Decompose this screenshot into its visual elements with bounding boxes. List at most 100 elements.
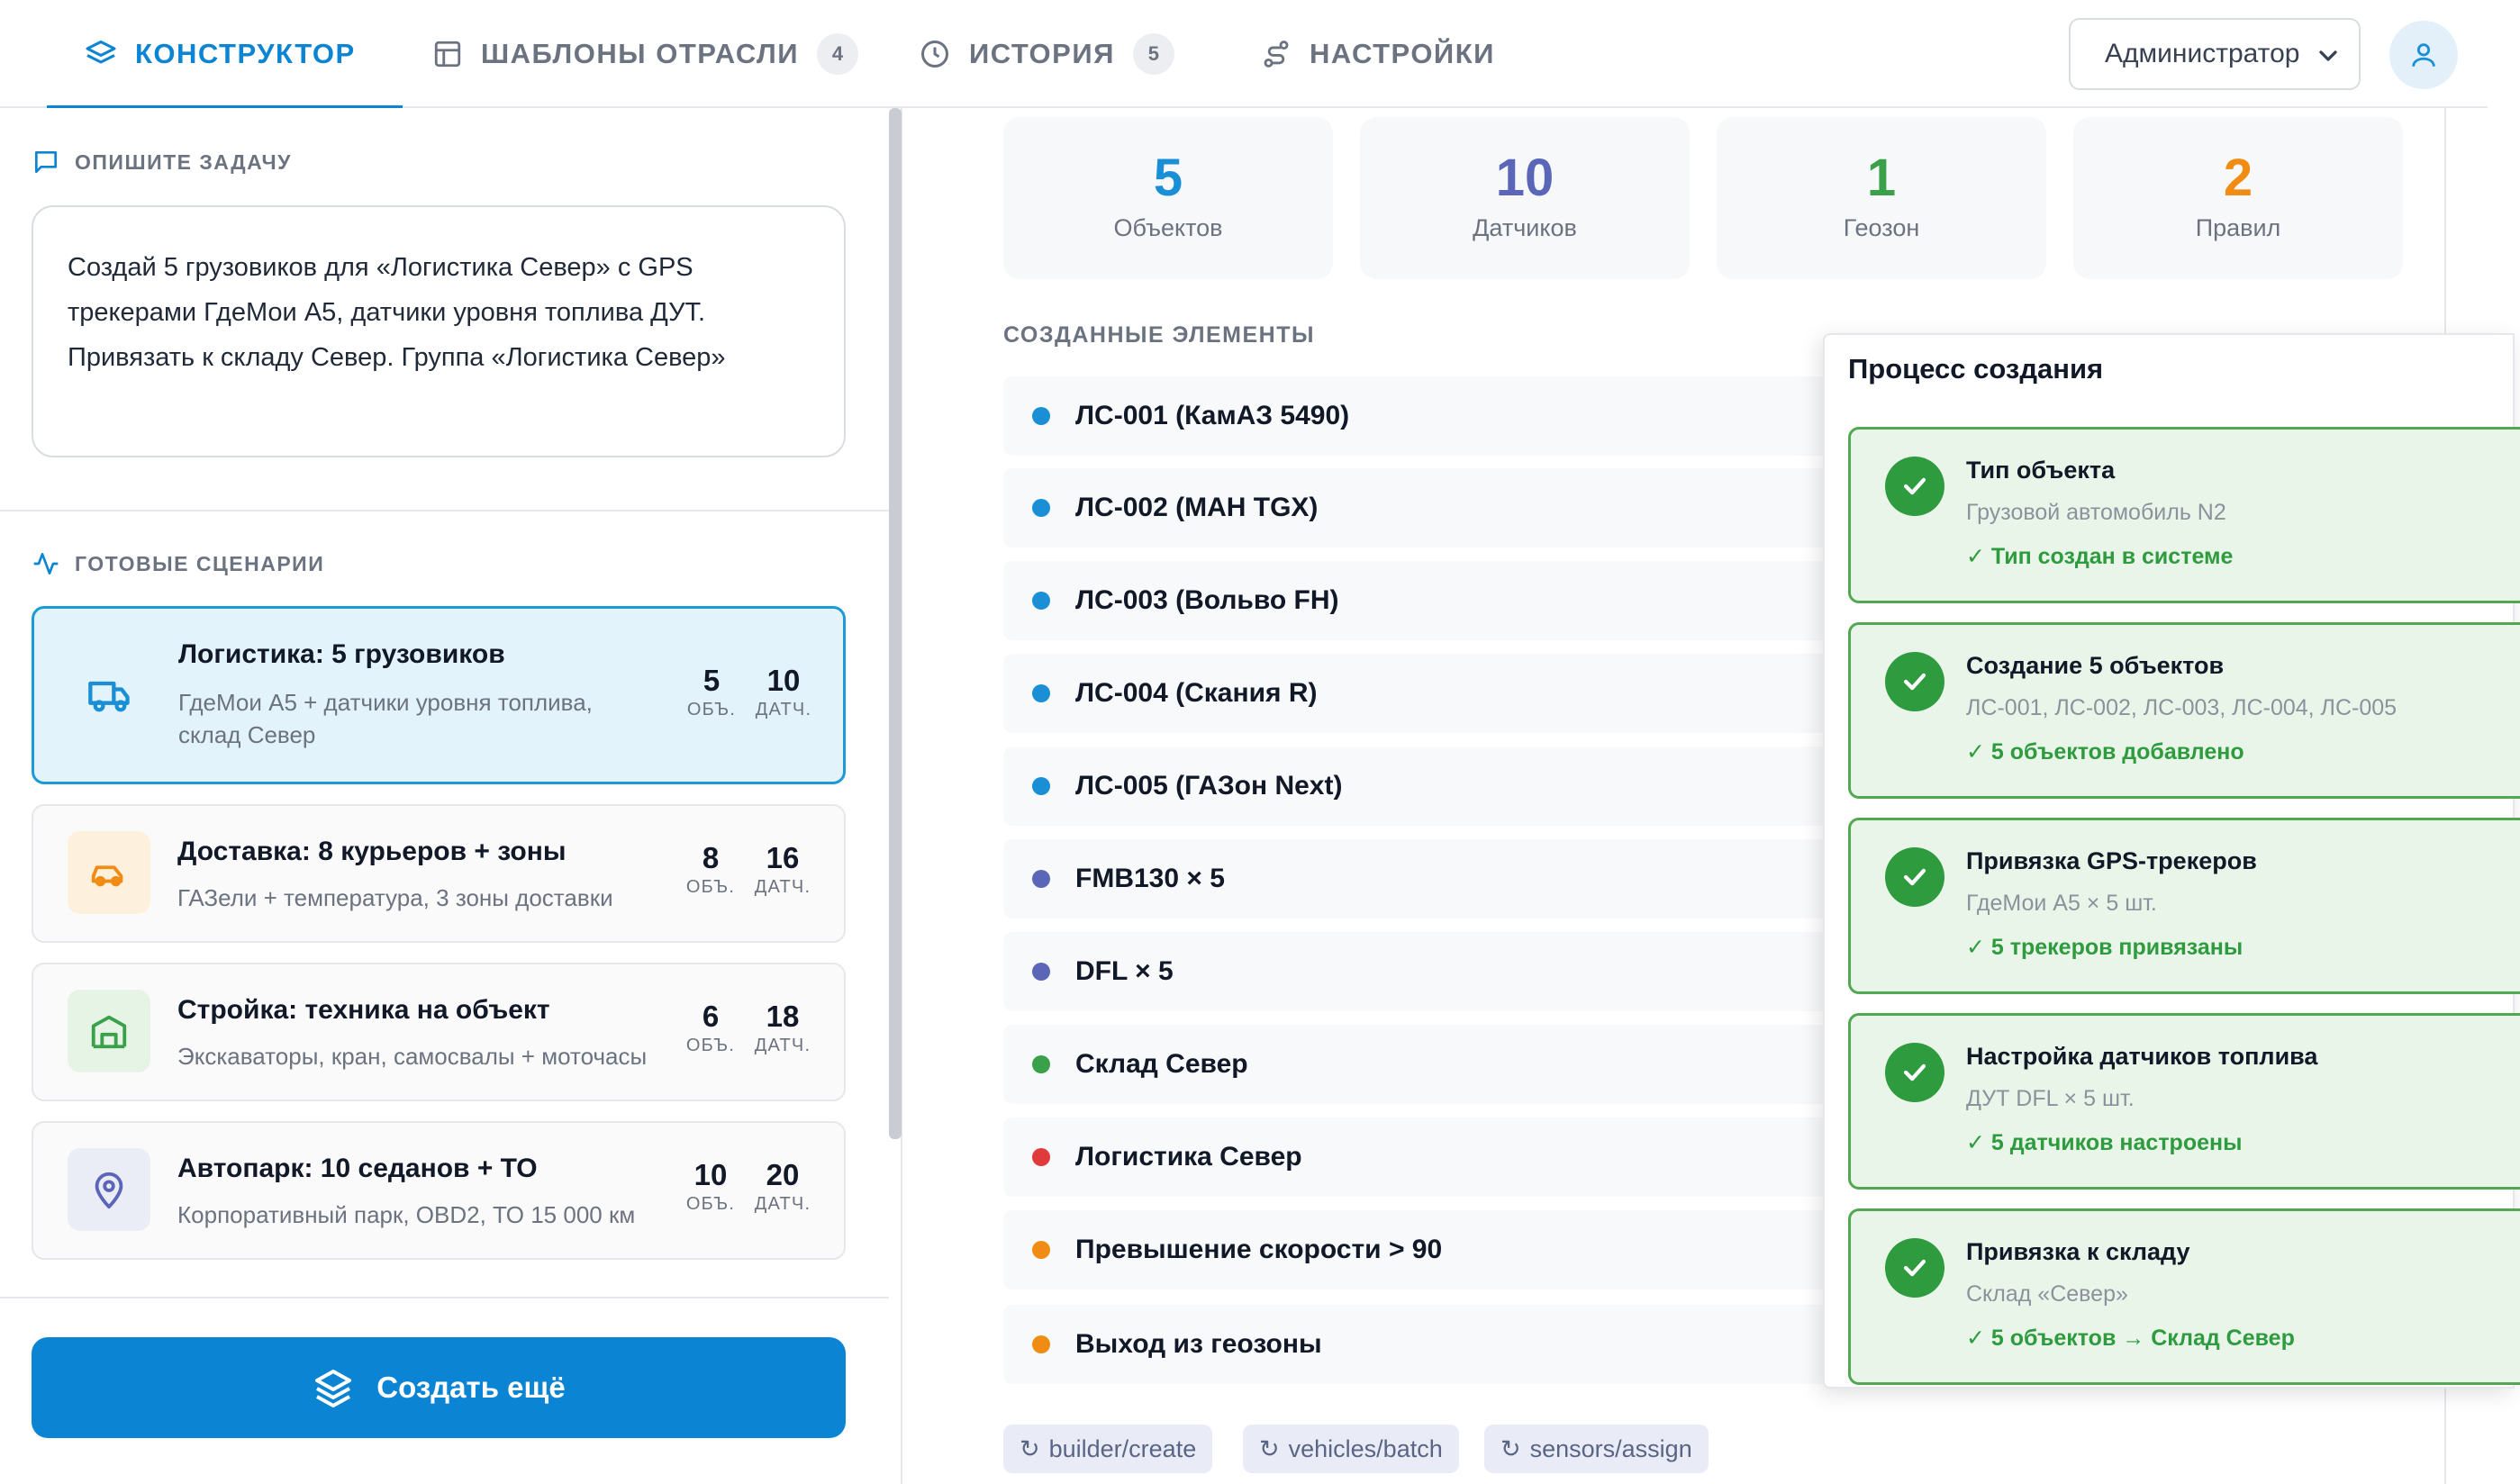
status-dot [1032, 592, 1050, 610]
created-item[interactable]: ЛС-001 (КамАЗ 5490) [1003, 376, 1913, 456]
created-item[interactable]: ЛС-004 (Скания R) [1003, 654, 1913, 733]
settings-route-icon [1261, 39, 1292, 69]
item-label: Склад Север [1075, 1049, 1248, 1079]
check-icon [1885, 1043, 1944, 1102]
warehouse-icon [88, 1010, 130, 1052]
created-item[interactable]: Выход из геозоны [1003, 1305, 1913, 1384]
item-label: ЛС-003 (Вольво FH) [1075, 585, 1339, 615]
stat-geozones: 1 Геозон [1717, 117, 2046, 279]
scenario-card-delivery[interactable]: Доставка: 8 курьеров + зоны ГАЗели + тем… [32, 804, 846, 943]
button-label: Создать ещё [376, 1371, 566, 1404]
role-value: Администратор [2105, 39, 2300, 68]
stat-rules: 2 Правил [2073, 117, 2403, 279]
chip-label: sensors/assign [1529, 1434, 1692, 1462]
objects-count: 6 ОБЪ. [685, 1000, 736, 1055]
item-label: Превышение скорости > 90 [1075, 1235, 1443, 1264]
tab-settings[interactable]: НАСТРОЙКИ [1261, 0, 1495, 108]
stat-label: Правил [2195, 214, 2281, 241]
scenario-card-fleet[interactable]: Автопарк: 10 седанов + ТО Корпоративный … [32, 1121, 846, 1260]
step-status: ✓ 5 датчиков настроены [1966, 1130, 2243, 1155]
stat-value: 2 [2223, 149, 2253, 207]
stat-sensors: 10 Датчиков [1360, 117, 1690, 279]
user-icon [2408, 40, 2439, 70]
status-dot [1032, 1055, 1050, 1073]
scenarios-section-label: ГОТОВЫЕ СЦЕНАРИИ [32, 549, 324, 578]
tab-constructor[interactable]: КОНСТРУКТОР [47, 0, 403, 110]
scrollbar[interactable] [889, 108, 902, 1139]
created-item[interactable]: ЛС-005 (ГАЗон Next) [1003, 747, 1913, 826]
stat-label: Геозон [1843, 214, 1920, 241]
created-item[interactable]: Превышение скорости > 90 [1003, 1210, 1913, 1289]
task-line: Привязать к складу Север. Группа «Логист… [68, 343, 726, 372]
created-item[interactable]: DFL × 5 [1003, 932, 1913, 1011]
sensors-count: 18 ДАТЧ. [754, 1000, 811, 1055]
map-pin-icon [88, 1169, 130, 1210]
scenario-icon [68, 1148, 150, 1231]
step-title: Настройка датчиков топлива [1966, 1043, 2318, 1070]
section-title: ГОТОВЫЕ СЦЕНАРИИ [75, 551, 325, 575]
tab-label: ШАБЛОНЫ ОТРАСЛИ [481, 38, 800, 69]
sensors-count: 10 ДАТЧ. [755, 664, 812, 719]
scenario-title: Логистика: 5 грузовиков [178, 639, 505, 669]
clock-icon [919, 38, 951, 70]
created-item[interactable]: ЛС-002 (МАН TGX) [1003, 468, 1913, 547]
status-dot [1032, 870, 1050, 888]
created-item[interactable]: Логистика Север [1003, 1118, 1913, 1197]
scenario-card-logistics[interactable]: Логистика: 5 грузовиков ГдеМои А5 + датч… [32, 606, 846, 784]
item-label: ЛС-002 (МАН TGX) [1075, 493, 1319, 522]
scenario-desc: Корпоративный парк, OBD2, ТО 15 000 км [177, 1201, 636, 1228]
created-item[interactable]: FMB130 × 5 [1003, 839, 1913, 918]
refresh-icon: ↻ [1259, 1434, 1280, 1462]
status-dot [1032, 407, 1050, 425]
created-item[interactable]: ЛС-003 (Вольво FH) [1003, 561, 1913, 640]
objects-count: 10 ОБЪ. [685, 1158, 736, 1214]
step-status: ✓ 5 объектов добавлено [1966, 739, 2244, 765]
created-item[interactable]: Склад Север [1003, 1025, 1913, 1104]
status-dot [1032, 1241, 1050, 1259]
stat-value: 5 [1153, 149, 1183, 207]
refresh-icon: ↻ [1500, 1434, 1521, 1462]
process-step: Привязка GPS-трекеров ГдеМои А5 × 5 шт. … [1848, 818, 2520, 994]
item-label: ЛС-004 (Скания R) [1075, 678, 1318, 708]
scenario-card-construction[interactable]: Стройка: техника на объект Экскаваторы, … [32, 963, 846, 1101]
sensors-count: 20 ДАТЧ. [754, 1158, 811, 1214]
check-icon [1885, 457, 1944, 516]
layers-icon [85, 38, 117, 70]
item-label: DFL × 5 [1075, 956, 1174, 986]
objects-count: 8 ОБЪ. [685, 841, 736, 897]
process-step: Тип объекта Грузовой автомобиль N2 ✓ Тип… [1848, 427, 2520, 603]
role-select[interactable]: Администратор [2069, 18, 2361, 90]
layers-icon [312, 1366, 355, 1409]
status-dot [1032, 1335, 1050, 1353]
api-chip[interactable]: ↻ builder/create [1003, 1425, 1213, 1473]
stat-label: Объектов [1113, 214, 1223, 241]
task-textarea[interactable]: Создай 5 грузовиков для «Логистика Север… [32, 205, 846, 457]
process-step: Настройка датчиков топлива ДУТ DFL × 5 ш… [1848, 1013, 2520, 1190]
tab-industry-templates[interactable]: ШАБЛОНЫ ОТРАСЛИ 4 [432, 0, 859, 108]
api-chip[interactable]: ↻ sensors/assign [1484, 1425, 1709, 1473]
objects-count: 5 ОБЪ. [686, 664, 737, 719]
api-chip[interactable]: ↻ vehicles/batch [1243, 1425, 1459, 1473]
process-step: Создание 5 объектов ЛС-001, ЛС-002, ЛС-0… [1848, 622, 2520, 799]
truck-icon [86, 672, 133, 719]
left-panel: ОПИШИТЕ ЗАДАЧУ Создай 5 грузовиков для «… [0, 108, 902, 1484]
scenario-desc: Экскаваторы, кран, самосвалы + моточасы [177, 1043, 648, 1070]
create-more-button[interactable]: Создать ещё [32, 1337, 846, 1438]
step-subtitle: Склад «Север» [1966, 1281, 2128, 1307]
task-section-label: ОПИШИТЕ ЗАДАЧУ [32, 148, 292, 176]
car-icon [88, 852, 130, 893]
process-step: Привязка к складу Склад «Север» ✓ 5 объе… [1848, 1208, 2520, 1385]
chip-label: vehicles/batch [1288, 1434, 1443, 1462]
scenario-desc: ГАЗели + температура, 3 зоны доставки [177, 884, 613, 911]
desc-line: склад Север [178, 721, 316, 748]
scenario-title: Стройка: техника на объект [177, 995, 550, 1025]
tab-label: ИСТОРИЯ [969, 38, 1115, 69]
step-title: Привязка к складу [1966, 1238, 2190, 1265]
scenario-title: Доставка: 8 курьеров + зоны [177, 837, 567, 866]
avatar[interactable] [2389, 21, 2458, 89]
step-subtitle: ЛС-001, ЛС-002, ЛС-003, ЛС-004, ЛС-005 [1966, 695, 2398, 720]
section-title: ОПИШИТЕ ЗАДАЧУ [75, 149, 292, 174]
created-elements-label: СОЗДАННЫЕ ЭЛЕМЕНТЫ [1003, 322, 1315, 348]
tab-history[interactable]: ИСТОРИЯ 5 [919, 0, 1174, 108]
status-dot [1032, 499, 1050, 517]
